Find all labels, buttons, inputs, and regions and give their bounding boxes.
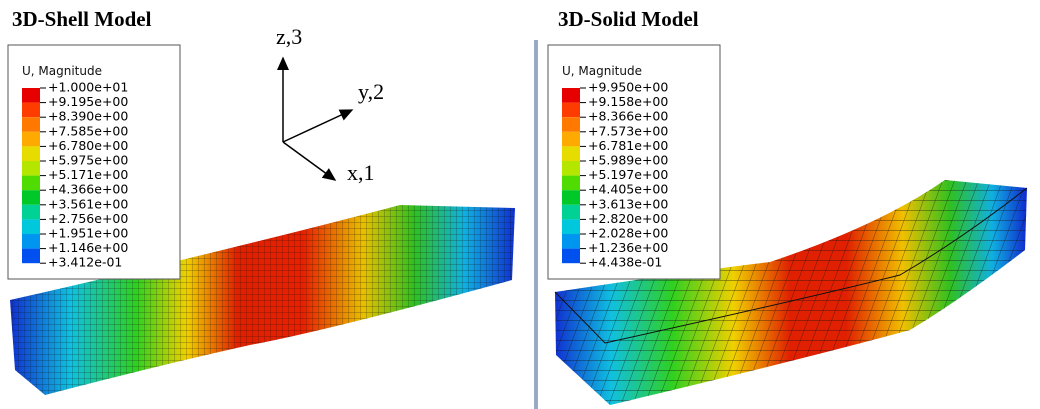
legend-label: +1.000e+01 [48, 80, 128, 95]
legend-label: +9.950e+00 [588, 80, 668, 95]
legend-label: +6.781e+00 [588, 138, 668, 153]
triad [283, 58, 352, 180]
legend-swatch [22, 176, 40, 191]
legend-swatch [22, 146, 40, 161]
figure: z,3 y,2 x,1 3D-Shell Model 3D-Solid Mode… [0, 0, 1040, 409]
axis-label: y,2 [358, 79, 384, 104]
legend-label: +4.366e+00 [48, 182, 128, 197]
legend-swatch [22, 249, 40, 264]
legend-swatch [562, 161, 580, 176]
legend-swatch [562, 117, 580, 132]
legend-label: +7.585e+00 [48, 123, 128, 138]
legend-label: +2.756e+00 [48, 211, 128, 226]
legend-swatch [562, 88, 580, 103]
legend-label: +5.975e+00 [48, 153, 128, 168]
legend-label: +3.613e+00 [588, 196, 668, 211]
legend-swatch [562, 234, 580, 249]
legend-label: +5.989e+00 [588, 153, 668, 168]
legend-swatch [22, 103, 40, 118]
legend-label: +9.195e+00 [48, 94, 128, 109]
axis-label: x,1 [347, 160, 375, 185]
legend-label: +7.573e+00 [588, 123, 668, 138]
legend-swatch [22, 234, 40, 249]
legend-label: +2.820e+00 [588, 211, 668, 226]
panel-title: 3D-Shell Model [12, 7, 152, 31]
legend-title: U, Magnitude [22, 64, 102, 78]
legend-label: +2.028e+00 [588, 226, 668, 241]
legend-swatch [562, 103, 580, 118]
legend-label: +1.146e+00 [48, 240, 128, 255]
legend-swatch [22, 190, 40, 205]
legend-label: +5.171e+00 [48, 167, 128, 182]
legend-label: +5.197e+00 [588, 167, 668, 182]
legend-swatch [562, 132, 580, 147]
legend-swatch [562, 205, 580, 220]
legend-title: U, Magnitude [562, 64, 642, 78]
axis-label: z,3 [276, 24, 302, 49]
legend-swatch [22, 205, 40, 220]
legend-swatch [22, 88, 40, 103]
legend-swatch [22, 219, 40, 234]
legend-swatch [22, 132, 40, 147]
legend-label: +1.236e+00 [588, 240, 668, 255]
legend-label: +1.951e+00 [48, 226, 128, 241]
legend-label: +3.412e-01 [48, 255, 122, 270]
legend-label: +9.158e+00 [588, 94, 668, 109]
legend-swatch [562, 176, 580, 191]
legend-swatch [562, 190, 580, 205]
legend-label: +8.366e+00 [588, 109, 668, 124]
legend-label: +8.390e+00 [48, 109, 128, 124]
legend-label: +4.438e-01 [588, 255, 662, 270]
legend-swatch [562, 219, 580, 234]
panel-title: 3D-Solid Model [558, 7, 699, 31]
legend-label: +3.561e+00 [48, 196, 128, 211]
legend-swatch [562, 146, 580, 161]
legend-label: +6.780e+00 [48, 138, 128, 153]
legend-label: +4.405e+00 [588, 182, 668, 197]
legend-swatch [562, 249, 580, 264]
legend-swatch [22, 161, 40, 176]
legend-swatch [22, 117, 40, 132]
